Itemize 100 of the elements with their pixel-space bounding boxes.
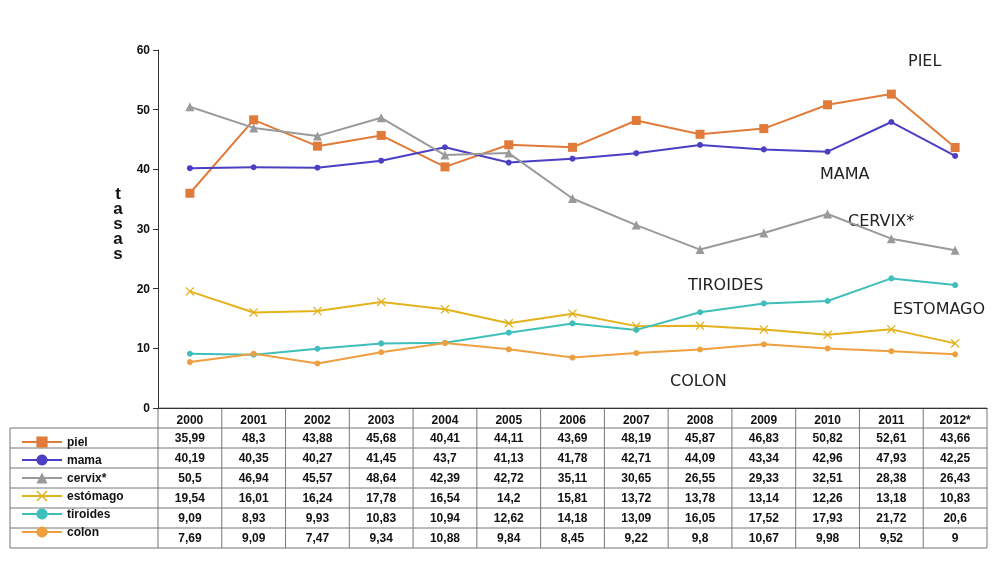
data-label: 40,41: [429, 431, 461, 445]
data-label: 17,78: [366, 491, 397, 505]
data-label: 45,68: [366, 431, 397, 445]
annotation: TIROIDES: [687, 274, 764, 294]
data-label: 16,24: [302, 491, 333, 505]
data-label: 9,98: [815, 531, 840, 545]
legend-label: colon: [67, 525, 99, 539]
point: [631, 220, 641, 230]
data-label: 16,05: [685, 511, 716, 525]
x-tick-label: 2011: [878, 413, 905, 427]
y-tick-label: 10: [136, 341, 151, 356]
data-label: 41,78: [557, 451, 588, 465]
point: [823, 330, 833, 340]
x-tick-label: 2002: [304, 413, 332, 427]
data-label: 9,34: [369, 531, 394, 545]
point: [185, 102, 195, 112]
point: [695, 129, 705, 139]
data-label: 40,27: [302, 451, 333, 465]
point: [569, 354, 576, 361]
y-tick-label: 50: [136, 102, 151, 117]
point: [569, 155, 576, 162]
point: [249, 307, 259, 317]
point: [695, 245, 705, 255]
data-label: 41,13: [493, 451, 525, 465]
data-label: 10,83: [366, 511, 397, 525]
data-label: 40,35: [238, 451, 269, 465]
data-label: 14,18: [557, 511, 588, 525]
point: [824, 148, 831, 155]
data-label: 44,11: [494, 431, 524, 445]
legend-label: mama: [67, 453, 103, 467]
point: [633, 150, 640, 157]
point: [760, 146, 767, 153]
data-label: 26,43: [940, 471, 971, 485]
data-label: 9,52: [879, 531, 904, 545]
data-label: 15,81: [557, 491, 588, 505]
data-label: 46,94: [238, 471, 269, 485]
point: [186, 359, 193, 366]
point: [888, 275, 895, 282]
legend-label: piel: [67, 435, 88, 449]
data-label: 19,54: [174, 491, 206, 505]
point: [312, 131, 322, 141]
data-label: 21,72: [876, 511, 907, 525]
point: [886, 234, 896, 244]
data-label: 45,57: [302, 471, 333, 485]
data-label: 40,19: [174, 451, 206, 465]
point: [504, 140, 514, 150]
data-label: 8,93: [241, 511, 266, 525]
point: [759, 124, 769, 134]
annotation: PIEL: [908, 50, 942, 70]
data-label: 7,69: [178, 531, 202, 545]
data-label: 48,3: [241, 431, 266, 445]
point: [505, 329, 512, 336]
point: [633, 326, 640, 333]
data-label: 43,66: [940, 431, 971, 445]
data-label: 52,61: [876, 431, 907, 445]
y-axis-title: tasas: [113, 183, 124, 263]
point: [376, 130, 386, 140]
data-label: 13,72: [621, 491, 652, 505]
point: [568, 142, 577, 152]
point: [378, 157, 385, 164]
data-label: 32,51: [812, 471, 843, 485]
annotation: COLON: [670, 370, 727, 390]
data-label: 9,09: [241, 531, 266, 545]
point: [631, 115, 641, 125]
data-label: 47,93: [876, 451, 907, 465]
point: [504, 148, 514, 158]
data-label: 20,6: [943, 511, 968, 525]
x-tick-label: 2004: [431, 413, 459, 427]
data-label: 9,09: [178, 511, 202, 525]
annotation: ESTOMAGO: [893, 298, 986, 318]
data-label: 50,82: [812, 431, 843, 445]
point: [823, 209, 833, 219]
data-label: 26,55: [685, 471, 716, 485]
data-label: 10,94: [429, 511, 461, 525]
data-label: 30,65: [621, 471, 652, 485]
point: [568, 194, 577, 204]
point: [760, 341, 767, 348]
data-label: 43,69: [557, 431, 588, 445]
x-tick-label: 2012*: [939, 413, 972, 427]
x-tick-label: 2008: [686, 413, 714, 427]
data-label: 10,88: [429, 531, 461, 545]
data-label: 10,83: [940, 491, 971, 505]
point: [440, 150, 450, 160]
point: [824, 298, 831, 305]
data-label: 42,25: [940, 451, 971, 465]
data-label: 41,45: [366, 451, 397, 465]
point: [505, 346, 512, 353]
data-label: 9,22: [624, 531, 649, 545]
legend-label: cervix*: [67, 471, 107, 485]
data-label: 35,11: [557, 471, 588, 485]
data-label: 16,54: [429, 491, 461, 505]
data-label: 28,38: [876, 471, 907, 485]
data-label: 13,18: [876, 491, 907, 505]
point: [250, 164, 257, 171]
data-label: 29,33: [748, 471, 780, 485]
data-label: 44,09: [685, 451, 716, 465]
point: [759, 325, 769, 335]
data-label: 42,72: [493, 471, 525, 485]
point: [950, 245, 960, 255]
point: [314, 345, 321, 352]
